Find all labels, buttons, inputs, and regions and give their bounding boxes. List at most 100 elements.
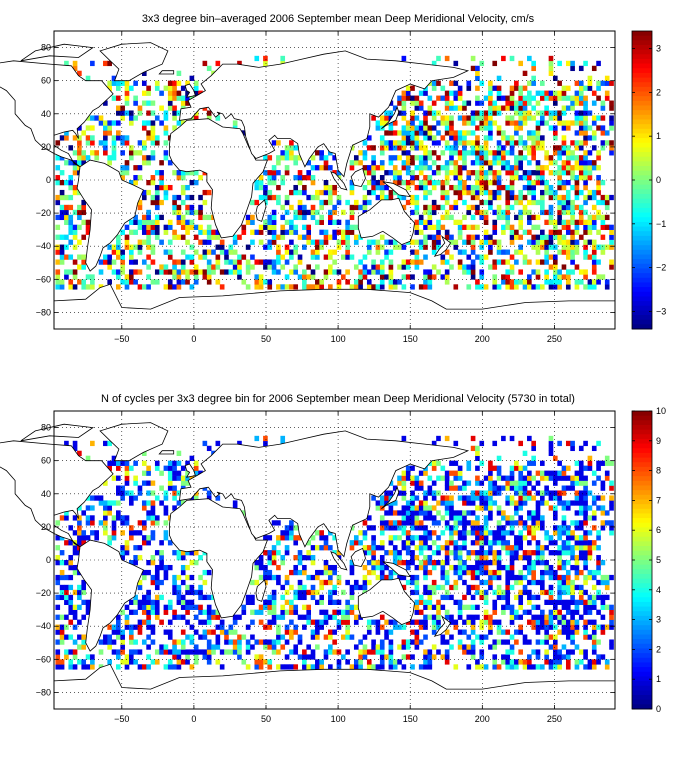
bin-cell [488, 110, 493, 116]
bin-cell [531, 525, 536, 531]
bin-cell [328, 249, 333, 255]
bin-cell [77, 165, 82, 171]
bin-cell [366, 170, 372, 176]
bin-cell [141, 574, 147, 581]
bin-cell [72, 259, 78, 265]
bin-cell [457, 520, 463, 526]
bin-cell [496, 194, 502, 201]
bin-cell [310, 209, 316, 216]
bin-cell [297, 199, 303, 206]
bin-cell [609, 609, 614, 615]
bin-cell [570, 629, 575, 635]
chart-title-cycles: N of cycles per 3x3 degree bin for 2006 … [101, 393, 575, 405]
bin-cell [72, 274, 78, 280]
bin-cell [583, 194, 588, 201]
bin-cell [540, 180, 545, 186]
bin-cell [470, 249, 476, 255]
bin-cell [133, 609, 138, 615]
bin-cell [254, 279, 260, 285]
bin-cell [401, 515, 407, 521]
bin-cell [440, 224, 446, 230]
bin-cell [514, 194, 519, 201]
bin-cell [120, 490, 125, 496]
colorbar-tick-label: 0 [656, 175, 661, 185]
bin-cell [85, 155, 91, 161]
bin-cell [366, 244, 372, 250]
bin-cell [310, 249, 316, 255]
bin-cell [548, 254, 554, 260]
bin-cell [561, 249, 567, 255]
bin-cell [297, 189, 303, 196]
bin-cell [81, 599, 87, 605]
bin-cell [423, 160, 428, 166]
bin-cell [215, 609, 221, 615]
bin-cell [410, 629, 415, 635]
bin-cell [172, 95, 177, 101]
bin-cell [384, 274, 389, 280]
bin-cell [379, 165, 385, 171]
bin-cell [263, 574, 268, 581]
bin-cell [258, 284, 264, 290]
bin-cell [163, 150, 169, 156]
bin-cell [172, 475, 177, 481]
bin-cell [479, 654, 485, 660]
bin-cell [111, 80, 117, 86]
bin-cell [565, 274, 571, 280]
colorbar-swatch [632, 133, 652, 139]
bin-cell [509, 194, 515, 201]
bin-cell [103, 510, 108, 516]
bin-cell [81, 259, 87, 265]
bin-cell [570, 550, 575, 556]
bin-cell [561, 500, 567, 506]
bin-cell [202, 569, 208, 576]
bin-cell [362, 269, 368, 275]
bin-cell [427, 155, 433, 161]
bin-cell [59, 614, 65, 620]
bin-cell [479, 150, 485, 156]
bin-cell [293, 604, 299, 610]
bin-cell [366, 545, 372, 551]
bin-cell [146, 644, 151, 650]
bin-cell [103, 525, 108, 531]
bin-cell [237, 254, 242, 260]
bin-cell [557, 470, 562, 476]
bin-cell [518, 495, 524, 501]
bin-cell [401, 244, 407, 250]
bin-cell [496, 510, 502, 516]
bin-cell [470, 194, 476, 201]
colorbar-swatch [632, 555, 652, 561]
bin-cell [150, 599, 156, 605]
bin-cell [98, 140, 104, 146]
bin-cell [353, 664, 359, 670]
bin-cell [150, 510, 156, 516]
bin-cell [120, 629, 125, 635]
bin-cell [293, 214, 299, 221]
bin-cell [561, 619, 567, 625]
bin-cell [379, 624, 385, 630]
bin-cell [444, 520, 450, 526]
bin-cell [159, 269, 164, 275]
bin-cell [574, 180, 580, 186]
bin-cell [522, 495, 528, 501]
bin-cell [505, 150, 511, 156]
bin-cell [328, 614, 333, 620]
bin-cell [362, 545, 368, 551]
bin-cell [574, 189, 580, 196]
bin-cell [570, 214, 575, 221]
bin-cell [561, 165, 567, 171]
bin-cell [397, 574, 402, 581]
bin-cell [423, 490, 428, 496]
bin-cell [540, 244, 545, 250]
bin-cell [146, 560, 151, 566]
bin-cell [116, 634, 121, 640]
bin-cell [557, 229, 562, 235]
bin-cell [527, 209, 532, 216]
bin-cell [319, 609, 324, 615]
bin-cell [518, 135, 524, 141]
bin-cell [479, 495, 485, 501]
bin-cell [522, 279, 528, 285]
bin-cell [189, 599, 195, 605]
bin-cell [531, 445, 536, 452]
bin-cell [470, 550, 476, 556]
bin-cell [423, 619, 428, 625]
